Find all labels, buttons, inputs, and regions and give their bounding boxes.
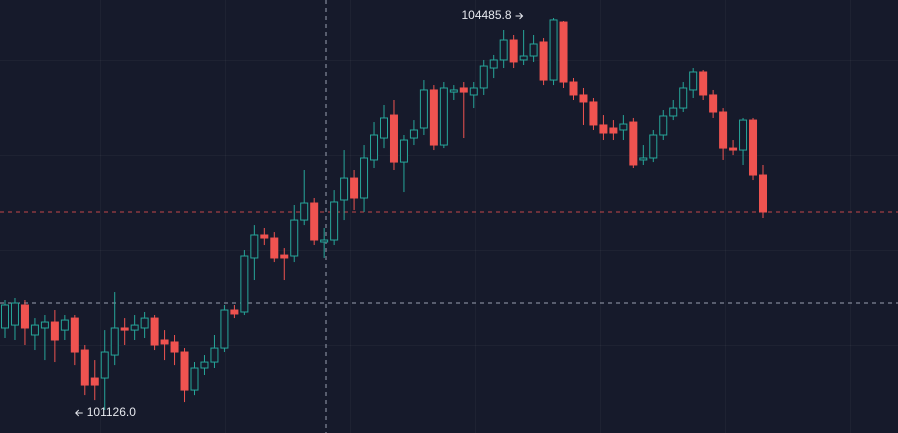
candle-body: [350, 177, 359, 199]
candle-body: [150, 317, 159, 346]
candle-body: [499, 39, 508, 61]
candle-body: [679, 87, 688, 109]
candle-body: [519, 55, 528, 61]
candle-body: [110, 327, 119, 356]
candle-body: [90, 377, 99, 386]
candle-body: [10, 302, 19, 326]
candle-body: [589, 101, 598, 126]
candle-body: [50, 321, 59, 341]
candle-body: [699, 71, 708, 96]
candle-body: [310, 202, 319, 241]
candle-body: [399, 139, 408, 163]
candle-body: [240, 255, 249, 313]
candle-body: [30, 324, 39, 336]
candle-body: [419, 89, 428, 129]
candle-body: [429, 89, 438, 146]
candle-body: [659, 115, 668, 136]
candle-body: [20, 304, 29, 329]
candle-body: [160, 339, 169, 345]
candle-body: [120, 327, 129, 331]
candle-body: [389, 114, 398, 163]
candle-body: [300, 202, 309, 221]
candle-body: [280, 254, 289, 259]
candle-body: [609, 127, 618, 134]
candle-body: [409, 129, 418, 139]
candle-body: [290, 219, 299, 257]
candle-body: [370, 134, 379, 161]
candle-body: [629, 121, 638, 166]
candle-body: [220, 309, 229, 349]
candle-body: [619, 123, 628, 131]
candle-body: [439, 87, 448, 146]
candle-body: [449, 89, 458, 93]
candle-body: [80, 349, 89, 386]
candle-body: [260, 234, 269, 239]
candle-body: [479, 65, 488, 89]
candle-body: [529, 43, 538, 57]
candle-body: [689, 71, 698, 91]
candle-body: [1, 304, 9, 329]
candle-body: [320, 239, 329, 243]
candle-body: [749, 119, 758, 176]
candle-body: [60, 319, 69, 331]
candle-body: [459, 87, 468, 93]
candle-body: [599, 124, 608, 134]
candle-body: [759, 174, 767, 213]
candle-body: [230, 309, 239, 315]
candle-body: [100, 351, 109, 379]
high-arrow: [515, 12, 524, 20]
candle-body: [569, 81, 578, 96]
candle-body: [729, 147, 738, 151]
candle-body: [130, 324, 139, 331]
candle-body: [270, 237, 279, 259]
candle-body: [180, 351, 189, 391]
candle-body: [709, 94, 718, 113]
candle-body: [489, 59, 498, 69]
candle-body: [250, 234, 259, 259]
candle-body: [639, 157, 648, 161]
candle-body: [559, 21, 568, 83]
candle-body: [669, 107, 678, 117]
candle-body: [190, 367, 199, 391]
candle-body: [70, 317, 79, 353]
candle-body: [649, 134, 658, 159]
candle-body: [719, 111, 728, 149]
candle-body: [380, 117, 388, 139]
candle-body: [549, 19, 558, 81]
candle-body: [360, 157, 369, 199]
candle-body: [509, 39, 518, 63]
low-label: 101126.0: [87, 405, 136, 419]
candle-body: [340, 177, 349, 201]
candle-body: [200, 361, 209, 369]
high-label: 104485.8: [461, 8, 511, 22]
candle-body: [739, 119, 748, 151]
low-arrow: [75, 409, 83, 417]
candle-body: [170, 341, 179, 353]
candle-body: [539, 41, 548, 81]
candle-body: [469, 87, 478, 96]
candle-body: [579, 94, 588, 103]
candle-body: [210, 347, 219, 363]
candle-body: [40, 321, 49, 329]
candle-body: [330, 201, 339, 241]
candle-body: [140, 317, 149, 329]
